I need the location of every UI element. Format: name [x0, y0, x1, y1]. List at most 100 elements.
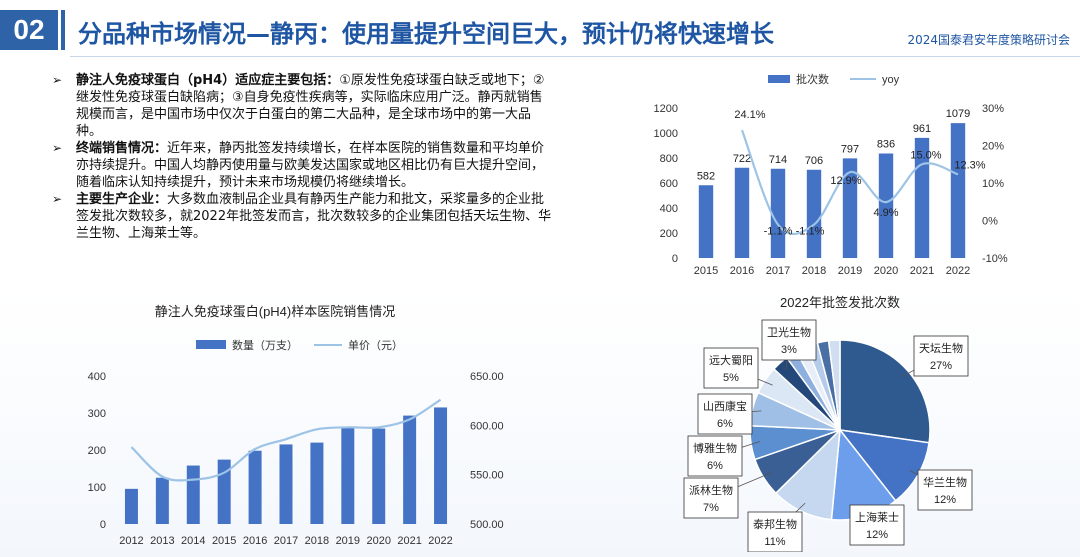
y-tick-label: 200 [660, 228, 678, 240]
x-tick-label: 2019 [336, 535, 360, 547]
slice-name-label: 派林生物 [689, 483, 733, 497]
x-tick-label: 2019 [838, 265, 862, 277]
y-tick-label: 400 [660, 203, 678, 215]
label-box [917, 469, 973, 511]
y2-tick-label: 20% [982, 141, 1004, 153]
bar [434, 407, 448, 524]
bar [155, 477, 169, 524]
slice-name-label: 泰邦生物 [753, 517, 797, 531]
y-tick-label: 400 [88, 371, 106, 383]
y-tick-label: 600 [660, 178, 678, 190]
label-box [747, 511, 803, 552]
yoy-data-label: 4.9% [873, 207, 898, 219]
slice-name-label: 天坛生物 [919, 341, 963, 355]
event-name: 2024国泰君安年度策略研讨会 [907, 33, 1070, 47]
badge-divider [61, 10, 65, 50]
chart-legend: 数量（万支） 单价（元） [196, 339, 403, 352]
y-tick-label: 800 [660, 153, 678, 165]
y2-tick-label: 600.00 [470, 420, 504, 432]
label-box [687, 435, 743, 477]
slice-percent-label: 6% [717, 418, 733, 430]
x-tick-label: 2018 [305, 535, 329, 547]
slice-name-label: 上海莱士 [855, 510, 899, 524]
y-tick-label: 1200 [654, 103, 678, 115]
chart-title: 2022年批签发批次数 [780, 295, 900, 310]
label-box [761, 319, 817, 361]
legend-label: 单价（元） [348, 339, 403, 352]
x-tick-label: 2020 [874, 265, 898, 277]
bar-data-label: 706 [805, 155, 823, 167]
bullet-arrow-icon: ➢ [52, 192, 63, 206]
y-tick-label: 300 [88, 408, 106, 420]
label-box [849, 504, 905, 546]
y2-tick-label: 650.00 [470, 371, 504, 383]
pie-label: 派林生物 7% [683, 472, 772, 519]
y2-tick-label: 500.00 [470, 519, 504, 531]
legend-label: 数量（万支） [232, 339, 298, 352]
bar [806, 169, 822, 258]
bar-data-label: 961 [913, 123, 931, 135]
x-tick-label: 2015 [694, 265, 718, 277]
x-tick-label: 2022 [946, 265, 970, 277]
section-badge: 02 [0, 10, 58, 50]
bar [734, 167, 750, 258]
label-box [697, 393, 753, 435]
bullet-producers: ➢ 主要生产企业：大多数血液制品企业具有静丙生产能力和批文，采浆量多的企业批签发… [52, 191, 552, 242]
slice-name-label: 远大蜀阳 [709, 353, 753, 367]
legend-label: yoy [882, 74, 900, 86]
yoy-data-label: 15.0% [910, 149, 941, 161]
x-tick-label: 2017 [274, 535, 298, 547]
y2-tick-label: 0% [982, 216, 998, 228]
bar [124, 488, 138, 524]
slice-percent-label: 7% [703, 502, 719, 514]
slice-percent-label: 12% [934, 494, 956, 506]
pie-slice [827, 339, 841, 431]
bullet-terminal-sales: ➢ 终端销售情况：近年来，静丙批签发持续增长，在样本医院的销售数量和平均单价亦持… [52, 140, 552, 191]
slice-name-label: 博雅生物 [693, 441, 737, 455]
bar [310, 442, 324, 524]
x-tick-label: 2017 [766, 265, 790, 277]
y-tick-label: 100 [88, 482, 106, 494]
y2-tick-label: 550.00 [470, 470, 504, 482]
header: 02 分品种市场情况—静丙：使用量提升空间巨大，预计仍将快速增长 2024国泰君… [0, 0, 1080, 66]
bar [279, 444, 293, 524]
unit-price-line [130, 398, 442, 482]
chart-title: 静注人免疫球蛋白(pH4)样本医院销售情况 [155, 304, 396, 319]
slice-percent-label: 12% [866, 529, 888, 541]
slice-percent-label: 3% [781, 344, 797, 356]
x-tick-label: 2018 [802, 265, 826, 277]
yoy-data-label: -1.1% [764, 226, 793, 238]
y-tick-label: 1000 [654, 128, 678, 140]
bar-data-label: 582 [697, 170, 715, 182]
bar-data-label: 797 [841, 143, 859, 155]
yoy-data-label: -1.1% [796, 226, 825, 238]
yoy-data-label: 12.9% [830, 175, 861, 187]
bullet-arrow-icon: ➢ [52, 73, 63, 87]
slice-percent-label: 11% [764, 536, 785, 548]
bar-data-label: 836 [877, 139, 895, 151]
bullet-text: 大多数血液制品企业具有静丙生产能力和批文，采浆量多的企业批签发批次数较多，就20… [76, 192, 552, 241]
bullet-list: ➢ 静注人免疫球蛋白（pH4）适应症主要包括：①原发性免疫球蛋白缺乏或地下；②继… [52, 72, 552, 242]
bar [403, 415, 417, 524]
pie-label: 泰邦生物 11% [747, 502, 806, 552]
yoy-data-label: 24.1% [734, 109, 765, 121]
slice-name-label: 华兰生物 [923, 475, 967, 489]
bar-data-label: 1079 [946, 108, 970, 120]
x-tick-label: 2022 [428, 535, 452, 547]
x-tick-label: 2020 [366, 535, 390, 547]
bar [217, 459, 231, 524]
label-box [703, 347, 759, 389]
bullet-indications: ➢ 静注人免疫球蛋白（pH4）适应症主要包括：①原发性免疫球蛋白缺乏或地下；②继… [52, 72, 552, 140]
slice-name-label: 山西康宝 [703, 399, 747, 413]
pie-label: 华兰生物 12% [909, 469, 973, 511]
yoy-line [740, 129, 959, 235]
x-tick-label: 2012 [119, 535, 143, 547]
y-tick-label: 200 [88, 445, 106, 457]
legend-swatch-bar [768, 75, 790, 83]
bar [186, 465, 200, 524]
pie-label: 上海莱士 12% [849, 504, 905, 546]
page-title: 分品种市场情况—静丙：使用量提升空间巨大，预计仍将快速增长 [78, 20, 774, 48]
y2-tick-label: 30% [982, 103, 1004, 115]
x-tick-label: 2016 [243, 535, 267, 547]
